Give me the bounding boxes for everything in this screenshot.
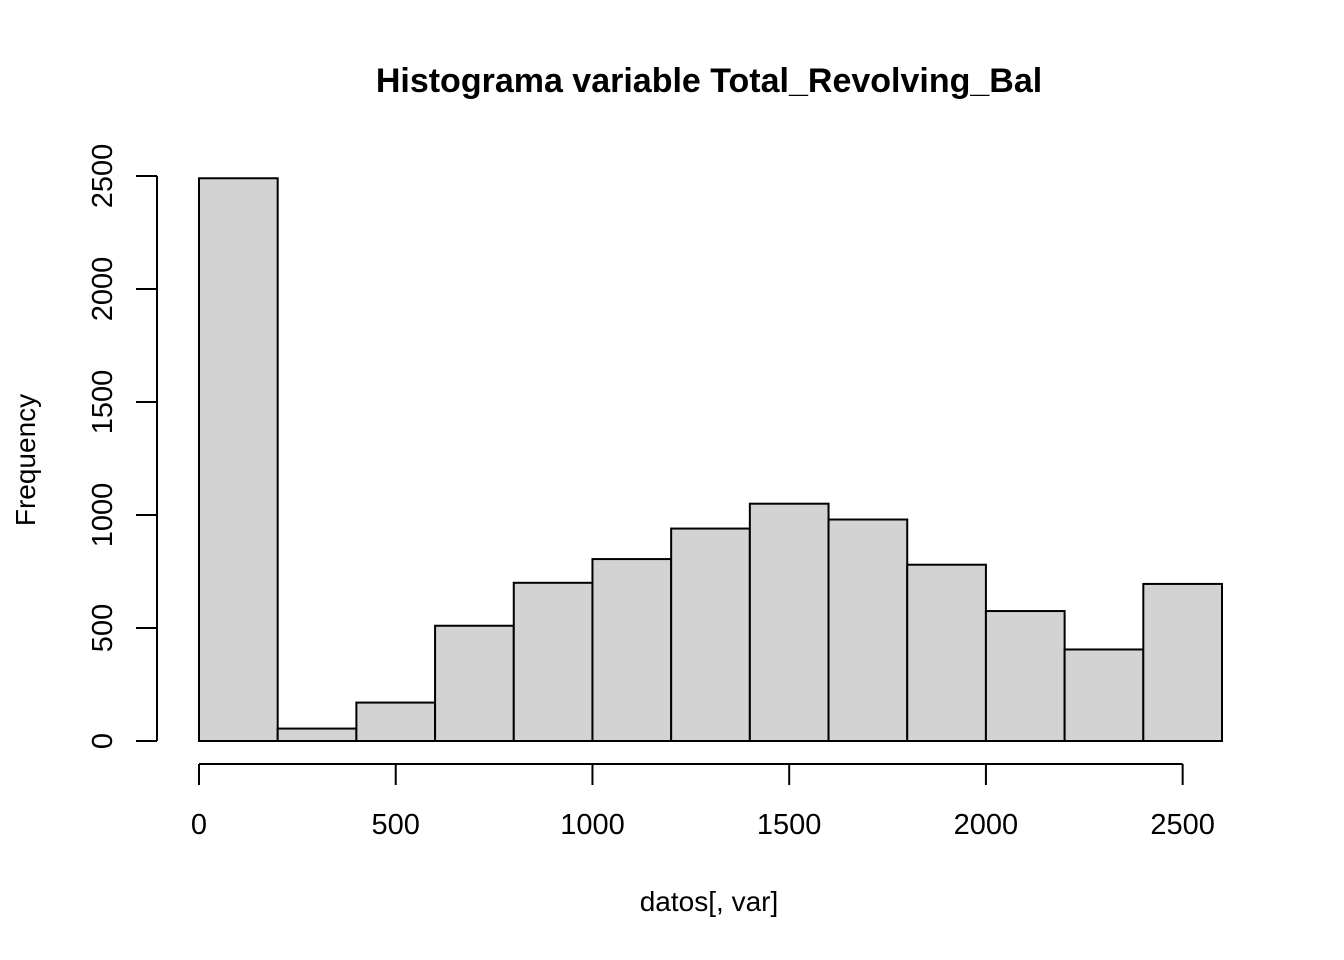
chart-title: Histograma variable Total_Revolving_Bal xyxy=(376,62,1042,100)
bars-group xyxy=(198,177,1224,743)
x-tick-label: 2000 xyxy=(954,809,1019,841)
x-axis: 0 500 1000 1500 2000 2500 xyxy=(191,763,1215,841)
histogram-bar xyxy=(512,581,594,742)
y-tick-label: 2000 xyxy=(87,257,119,322)
y-axis: 0 500 1000 1500 2000 2500 xyxy=(87,144,158,749)
x-tick-label: 500 xyxy=(372,809,420,841)
x-tick-label: 0 xyxy=(191,809,207,841)
y-tick-label: 1500 xyxy=(87,370,119,435)
histogram-bar xyxy=(984,610,1066,742)
histogram-bar xyxy=(906,563,987,742)
histogram-bar xyxy=(276,727,358,743)
y-tick-label: 1000 xyxy=(87,483,119,548)
histogram-bar xyxy=(355,701,437,743)
histogram-bar xyxy=(670,527,751,742)
y-tick-label: 0 xyxy=(87,733,119,749)
y-tick-label: 2500 xyxy=(87,144,119,209)
x-tick-label: 2500 xyxy=(1150,809,1215,841)
x-tick-label: 1000 xyxy=(560,809,625,841)
y-axis-label: Frequency xyxy=(10,394,41,526)
histogram-bar xyxy=(434,624,515,742)
histogram-bar xyxy=(1063,648,1145,742)
histogram-bar xyxy=(748,502,830,743)
histogram-bar xyxy=(1142,582,1224,742)
histogram-bar xyxy=(591,558,673,742)
histogram-bar xyxy=(827,518,909,743)
histogram-bar xyxy=(198,177,279,742)
x-tick-label: 1500 xyxy=(757,809,822,841)
x-axis-label: datos[, var] xyxy=(640,886,779,917)
y-tick-label: 500 xyxy=(87,604,119,652)
